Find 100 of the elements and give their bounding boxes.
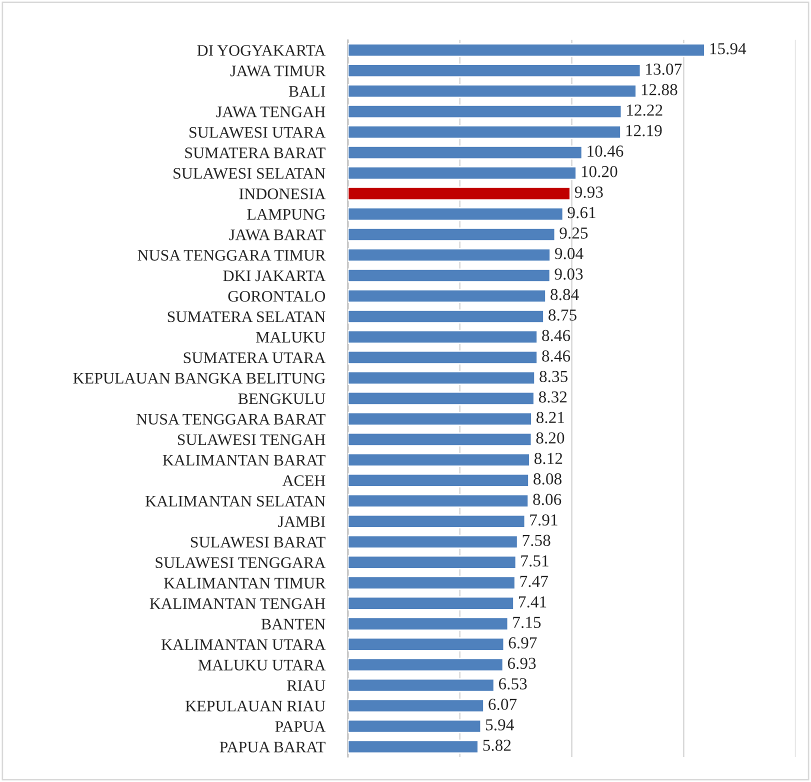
bar: [348, 616, 509, 631]
bar: [348, 637, 505, 652]
y-tick-label: JAWA BARAT: [229, 230, 326, 240]
y-tick-label: LAMPUNG: [247, 209, 326, 220]
data-label: 9.03: [554, 268, 583, 280]
data-label: 7.15: [513, 616, 541, 628]
bar: [348, 412, 532, 426]
bar: [348, 350, 538, 364]
data-label: 8.21: [536, 412, 564, 424]
data-label: 10.46: [588, 145, 624, 157]
data-label: 8.12: [534, 452, 562, 464]
bar: [348, 596, 514, 610]
data-label: 8.35: [540, 370, 568, 382]
bar: [348, 125, 622, 140]
y-tick-label: SUMATERA BARAT: [185, 148, 326, 158]
data-label: 8.75: [548, 309, 576, 321]
y-tick-label: JAWA TIMUR: [230, 66, 326, 76]
bar: [348, 432, 532, 446]
data-label: 10.20: [582, 166, 618, 178]
bar: [348, 330, 538, 344]
data-label: 9.04: [554, 248, 584, 260]
data-label: 7.47: [520, 576, 548, 588]
data-label: 9.93: [574, 186, 603, 198]
y-tick-label: KALIMANTAN SELATAN: [146, 496, 326, 507]
bar: [348, 166, 577, 180]
y-tick-label: NUSA TENGGARA TIMUR: [138, 250, 326, 261]
bar: [348, 146, 583, 160]
bar: [348, 104, 622, 119]
data-label: 6.07: [488, 698, 517, 710]
data-label: 7.91: [530, 514, 558, 526]
bar: [348, 206, 564, 222]
y-tick-label: KALIMANTAN BARAT: [162, 454, 326, 466]
data-label: 8.46: [542, 350, 570, 362]
data-label: 5.82: [483, 740, 511, 751]
y-tick-label: PAPUA BARAT: [220, 742, 326, 752]
bar: [348, 43, 706, 58]
bar: [348, 514, 526, 528]
bar: [348, 227, 556, 242]
bar: [348, 248, 551, 262]
y-tick-label: SULAWESI TENGAH: [178, 434, 326, 446]
bar: [348, 494, 530, 508]
data-label: 8.20: [536, 432, 564, 444]
data-label: 7.58: [522, 534, 550, 546]
y-tick-label: KALIMANTAN UTARA: [161, 639, 326, 650]
y-tick-label: ACEH: [282, 475, 326, 486]
data-label: 6.53: [498, 678, 527, 690]
y-tick-label: SULAWESI TENGGARA: [156, 557, 326, 568]
bar: [348, 391, 535, 406]
y-tick-label: BALI: [288, 86, 326, 97]
data-label: 8.46: [542, 330, 570, 342]
y-tick-label: BANTEN: [261, 618, 326, 630]
bar: [348, 555, 517, 570]
data-label: 8.32: [538, 391, 567, 403]
data-label: 6.93: [508, 658, 536, 670]
y-tick-label: SUMATERA UTARA: [184, 352, 326, 364]
y-tick-label: DKI JAKARTA: [223, 270, 326, 282]
y-tick-label: SULAWESI BARAT: [190, 536, 326, 548]
y-tick-label: KALIMANTAN TENGAH: [150, 598, 326, 610]
data-label: 7.51: [521, 555, 548, 567]
data-label: 12.19: [626, 125, 662, 136]
bar: [348, 678, 495, 692]
y-tick-label: DI YOGYAKARTA: [197, 45, 326, 56]
bar: [348, 452, 530, 467]
y-tick-label: KEPULAUAN BANGKA BELITUNG: [73, 372, 326, 384]
bar: [348, 534, 518, 549]
bar: [348, 186, 571, 201]
y-tick-label: KEPULAUAN RIAU: [186, 700, 326, 712]
data-label: 5.94: [486, 719, 514, 730]
y-tick-label: MALUKU UTARA: [198, 660, 326, 670]
y-tick-label: SULAWESI SELATAN: [174, 168, 326, 179]
data-label: 8.84: [550, 288, 579, 300]
data-label: 7.41: [519, 596, 546, 608]
y-tick-label: SUMATERA SELATAN: [168, 311, 326, 322]
bar: [348, 64, 642, 78]
bar: [348, 740, 479, 754]
data-label: 9.61: [568, 207, 596, 218]
data-label: 6.97: [508, 637, 537, 649]
y-tick-label: GORONTALO: [228, 290, 326, 302]
y-tick-label: KALIMANTAN TIMUR: [164, 578, 326, 589]
bar: [348, 84, 637, 98]
data-label: 8.08: [534, 473, 562, 485]
y-tick-label: JAMBI: [278, 516, 326, 528]
data-label: 8.06: [533, 494, 562, 506]
bar: [348, 473, 530, 488]
bar: [348, 370, 536, 385]
data-label: 12.22: [627, 104, 662, 116]
y-tick-label: RIAU: [287, 680, 326, 691]
bar: [348, 268, 551, 283]
bar: [348, 698, 484, 713]
bar: [348, 288, 546, 304]
y-tick-label: INDONESIA: [239, 188, 326, 200]
y-tick-label: SULAWESI UTARA: [190, 127, 326, 138]
y-tick-label: NUSA TENGGARA BARAT: [136, 414, 326, 425]
data-label: 12.88: [642, 84, 678, 96]
data-label: 15.94: [710, 43, 746, 54]
data-label: 13.07: [646, 64, 682, 75]
y-tick-label: BENGKULU: [238, 393, 326, 404]
bar: [348, 658, 504, 672]
bar: [348, 309, 544, 324]
y-tick-label: PAPUA: [275, 721, 326, 732]
